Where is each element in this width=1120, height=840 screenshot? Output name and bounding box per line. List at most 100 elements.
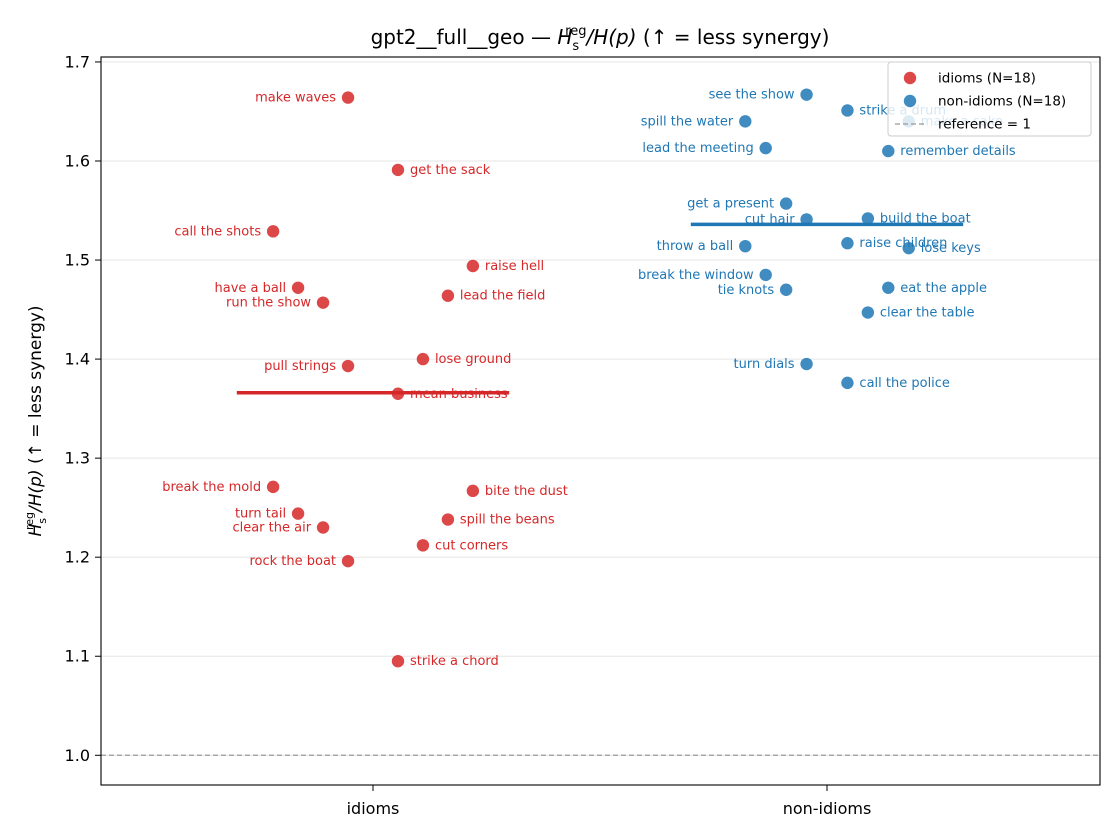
point-label: build the boat: [880, 211, 971, 226]
y-tick-label: 1.1: [65, 647, 90, 666]
data-point: [341, 91, 355, 104]
grid: [101, 61, 1100, 756]
y-axis: 1.0 1.1 1.2 1.3 1.4 1.5 1.6 1.7: [65, 52, 101, 765]
legend-label-reference: reference = 1: [938, 117, 1031, 133]
data-point: [882, 281, 895, 294]
point-label: strike a chord: [410, 654, 499, 669]
point-label: clear the table: [880, 306, 975, 321]
mean-lines: [236, 222, 964, 395]
point-label: raise hell: [485, 259, 544, 274]
point-label: spill the beans: [460, 513, 555, 528]
ylabel-suffix: (↑ = less synergy): [26, 305, 46, 469]
y-tick-label: 1.2: [65, 548, 90, 567]
point-label: throw a ball: [657, 239, 734, 254]
x-tick-label: idioms: [347, 799, 400, 818]
point-label: run the show: [226, 296, 311, 311]
data-point: [800, 357, 813, 371]
point-label: break the window: [638, 268, 754, 283]
legend-box: [887, 61, 1092, 137]
ylabel-math-sub: s: [36, 518, 49, 524]
y-tick-label: 1.6: [65, 152, 90, 171]
data-point: [902, 241, 915, 255]
point-label: turn tail: [235, 507, 286, 522]
data-point: [841, 237, 854, 250]
title-math-h: H: [557, 25, 572, 49]
point-label: lose ground: [435, 352, 511, 367]
point-label: call the police: [859, 376, 950, 391]
point-label: raise children: [859, 236, 947, 251]
data-point: [341, 554, 355, 568]
data-point: [291, 507, 305, 520]
y-tick-label: 1.4: [65, 350, 90, 369]
point-label: make waves: [255, 91, 336, 106]
point-label: cut hair: [745, 212, 795, 227]
plot-area: [101, 57, 1100, 785]
data-point: [391, 387, 405, 400]
data-point: [391, 163, 405, 177]
point-label: call the shots: [174, 224, 261, 239]
point-label: eat the apple: [900, 281, 987, 296]
data-point: [441, 513, 455, 526]
data-point: [882, 144, 895, 158]
data-point: [416, 539, 430, 552]
data-point: [800, 213, 813, 226]
data-point: [861, 306, 875, 319]
data-point: [341, 359, 355, 373]
point-label: get the sack: [410, 163, 491, 178]
title-math-rest: /H(p): [584, 25, 636, 49]
y-axis-label: Hsreg/H(p) (↑ = less synergy): [23, 305, 49, 536]
y-tick-label: 1.3: [65, 449, 90, 468]
data-point: [466, 259, 480, 273]
point-label: rock the boat: [249, 554, 336, 569]
ylabel-math-h: H: [26, 524, 46, 537]
data-point: [316, 521, 330, 534]
point-label: cut corners: [435, 538, 508, 553]
point-label: mean business: [410, 387, 508, 402]
point-label: lose keys: [921, 241, 981, 256]
title-suffix: (↑ = less synergy): [637, 25, 830, 49]
data-point: [291, 281, 305, 294]
plot-frame: [100, 56, 1101, 786]
ylabel-math-rest: /H(p): [26, 469, 46, 514]
data-point: [416, 352, 430, 366]
point-label: pull strings: [264, 359, 336, 374]
title-prefix: gpt2__full__geo —: [371, 25, 558, 49]
data-point: [391, 654, 405, 668]
y-tick-label: 1.7: [65, 52, 90, 71]
chart-title: gpt2__full__geo — Hsreg/H(p) (↑ = less s…: [371, 24, 830, 54]
legend-marker-non-idioms: [903, 94, 917, 108]
data-point: [739, 239, 752, 253]
y-tick-label: 1.5: [65, 251, 90, 270]
point-label: clear the air: [232, 520, 311, 535]
legend: idioms (N=18) non-idioms (N=18) referenc…: [887, 61, 1092, 137]
data-point: [441, 289, 455, 302]
title-math-sup: reg: [565, 24, 586, 39]
data-point: [861, 212, 875, 225]
data-point: [739, 115, 752, 128]
point-label: bite the dust: [485, 484, 568, 499]
data-point: [841, 376, 854, 390]
data-point: [466, 484, 480, 498]
legend-marker-idioms: [903, 71, 917, 85]
data-point: [266, 225, 280, 238]
data-point: [759, 141, 772, 155]
point-label: lead the meeting: [642, 141, 753, 156]
data-point: [266, 480, 280, 494]
point-label: tie knots: [718, 283, 775, 298]
ylabel-math-sup: reg: [23, 512, 36, 530]
point-label: have a ball: [215, 281, 287, 296]
point-label: see the show: [709, 88, 795, 103]
point-label: get a present: [687, 197, 774, 212]
data-point: [759, 268, 772, 282]
legend-label-non-idioms: non-idioms (N=18): [938, 94, 1066, 110]
data-point: [841, 104, 854, 117]
title-math-sub: s: [572, 39, 579, 54]
point-label: spill the water: [641, 114, 734, 129]
data-point: [316, 296, 330, 309]
point-label: break the mold: [162, 480, 261, 495]
point-label: lead the field: [460, 289, 545, 304]
point-label: turn dials: [734, 357, 795, 372]
data-point: [800, 88, 813, 101]
x-tick-label: non-idioms: [783, 799, 872, 818]
